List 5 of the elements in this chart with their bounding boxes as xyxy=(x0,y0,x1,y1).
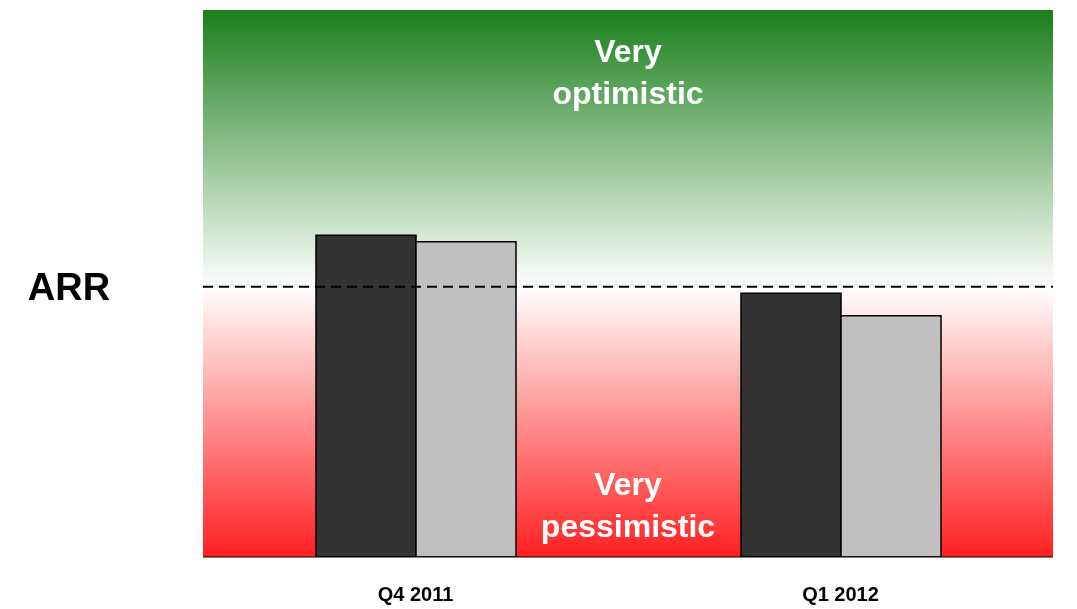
x-tick-label: Q4 2011 xyxy=(377,583,454,606)
band-label: Very optimistic xyxy=(552,33,704,111)
band-label: Very pessimistic xyxy=(540,466,716,544)
ref-line-label: ARR xyxy=(27,265,111,308)
x-tick-label: Q1 2012 xyxy=(802,583,879,606)
